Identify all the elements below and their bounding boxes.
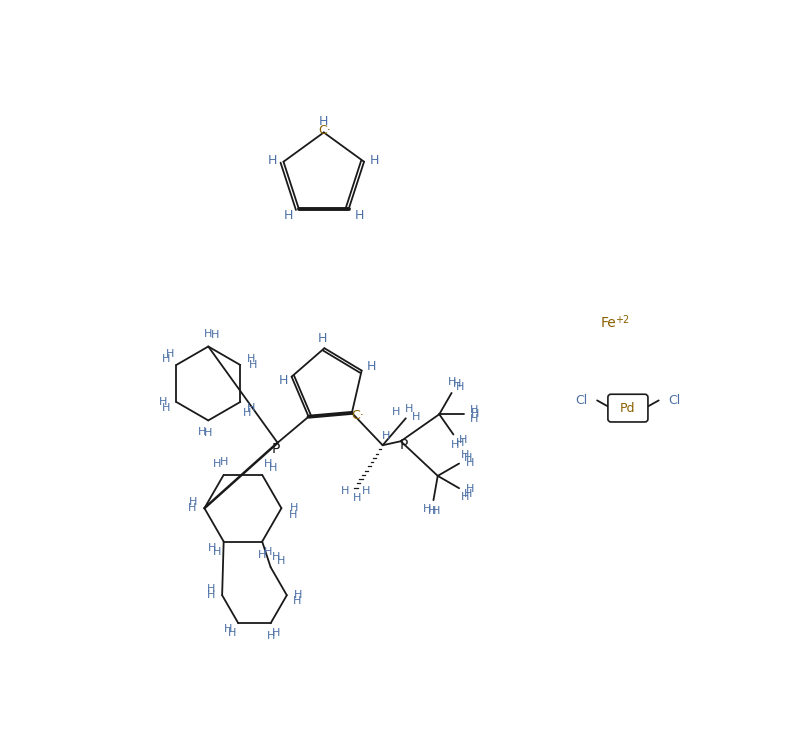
Text: H: H (466, 458, 474, 468)
Text: H: H (381, 431, 390, 441)
Text: H: H (204, 428, 213, 438)
Text: H: H (370, 154, 380, 168)
Text: P: P (272, 442, 281, 456)
Text: H: H (220, 457, 228, 466)
Text: H: H (455, 438, 464, 448)
Text: H: H (159, 397, 167, 407)
Text: H: H (249, 360, 258, 370)
Text: H: H (453, 379, 461, 389)
Text: H: H (353, 494, 362, 503)
Text: H: H (198, 427, 206, 437)
Text: H: H (210, 330, 219, 340)
Text: H: H (279, 374, 288, 387)
Text: H: H (461, 449, 470, 460)
Text: H: H (289, 503, 298, 513)
Text: H: H (464, 489, 473, 499)
Text: H: H (470, 414, 478, 424)
Text: H: H (264, 547, 273, 557)
Text: H: H (204, 329, 213, 339)
Text: H: H (318, 331, 328, 345)
Text: H: H (294, 590, 303, 600)
Text: H: H (206, 590, 215, 600)
Text: H: H (224, 624, 232, 635)
Text: P: P (400, 438, 408, 452)
Text: H: H (470, 410, 479, 419)
Text: H: H (392, 407, 401, 417)
Text: H: H (266, 630, 275, 641)
Text: H: H (247, 354, 255, 364)
Text: H: H (277, 556, 285, 566)
Text: H: H (207, 584, 216, 594)
Text: H: H (451, 440, 459, 450)
Text: H: H (208, 543, 217, 553)
Text: H: H (459, 435, 467, 445)
Text: H: H (319, 115, 329, 128)
Text: H: H (188, 503, 196, 513)
Text: H: H (340, 486, 349, 496)
Text: H: H (269, 463, 277, 473)
Text: Fe: Fe (601, 317, 617, 331)
Text: H: H (162, 403, 169, 413)
Text: Pd: Pd (620, 401, 636, 415)
Text: H: H (461, 492, 470, 502)
Text: H: H (288, 510, 297, 520)
Text: H: H (466, 484, 474, 494)
Text: C·: C· (351, 409, 363, 421)
Text: H: H (247, 403, 255, 413)
Text: H: H (448, 377, 457, 387)
Text: H: H (412, 412, 421, 421)
Text: H: H (362, 486, 370, 496)
Text: H: H (284, 210, 293, 222)
Text: Cl: Cl (575, 394, 588, 407)
Text: H: H (258, 550, 266, 559)
Text: H: H (189, 497, 197, 507)
Text: H: H (367, 360, 377, 373)
Text: H: H (456, 382, 465, 392)
Text: H: H (293, 596, 302, 607)
Text: H: H (268, 154, 277, 168)
Text: +2: +2 (615, 314, 629, 325)
Text: H: H (243, 408, 251, 418)
Text: H: H (464, 453, 473, 463)
FancyBboxPatch shape (608, 394, 648, 422)
Text: H: H (272, 552, 281, 562)
Text: C·: C· (318, 125, 331, 137)
Text: H: H (214, 547, 221, 557)
Text: H: H (229, 628, 236, 638)
Text: H: H (423, 504, 432, 514)
Text: H: H (165, 348, 174, 359)
Text: H: H (405, 404, 413, 414)
Text: H: H (214, 459, 221, 469)
Text: H: H (432, 506, 440, 516)
Text: H: H (272, 628, 281, 638)
Text: H: H (264, 459, 273, 469)
Text: H: H (427, 506, 436, 516)
Text: H: H (355, 210, 364, 222)
Text: Cl: Cl (668, 394, 680, 407)
Text: H: H (162, 354, 169, 364)
Text: H: H (470, 404, 478, 415)
